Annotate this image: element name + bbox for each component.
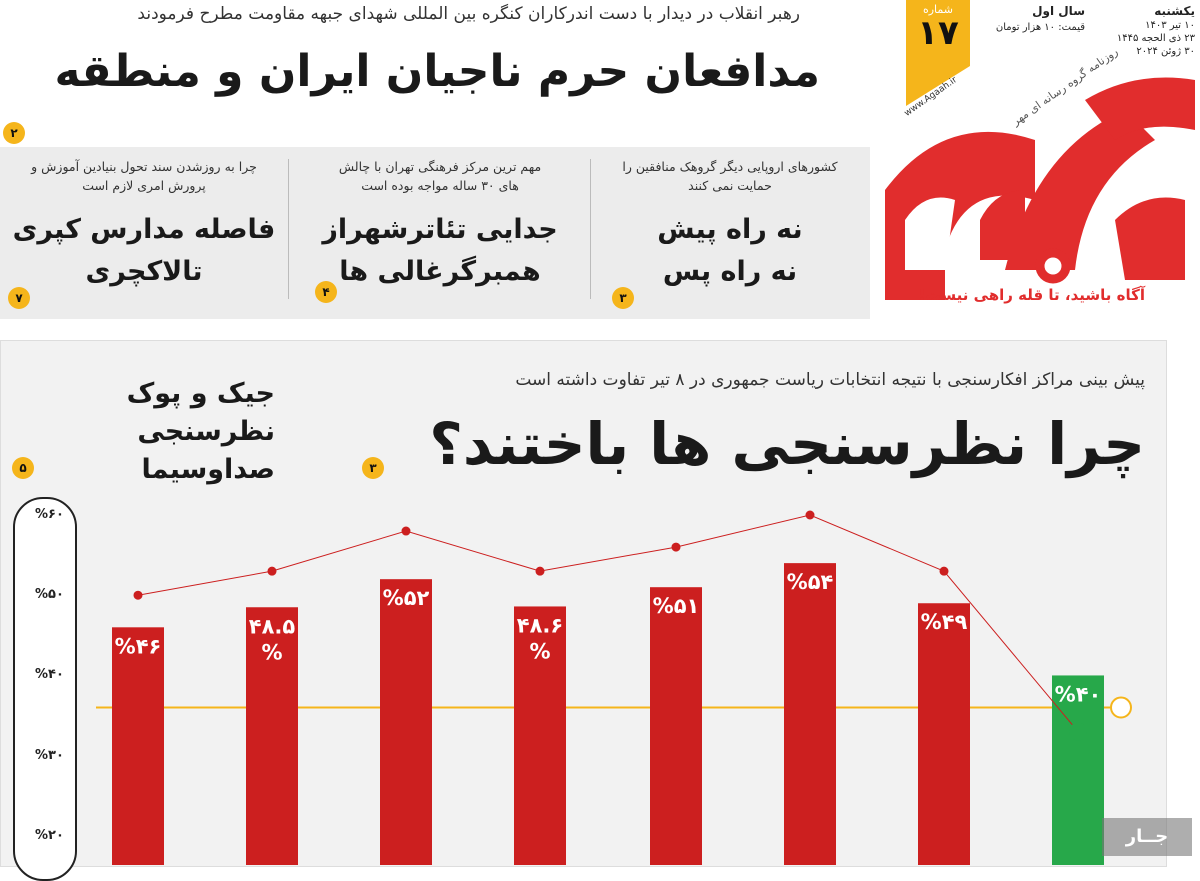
bar <box>514 606 566 865</box>
bar-chart: %۴۶ ۴۸.۵% %۵۲ ۴۸.۶% %۵۱ %۵۴ %۴۹ %۴۰ <box>96 510 1132 865</box>
bar-label: %۴۰ <box>1055 682 1102 706</box>
price: قیمت: ۱۰ هزار تومان <box>995 22 1085 33</box>
date-shamsi: ۱۰ تیر ۱۴۰۳ <box>1145 20 1195 31</box>
logo-graphic <box>885 77 1195 300</box>
teaser-2-head-line2: همبرگرغالی ها <box>339 256 541 287</box>
trend-point <box>805 510 815 520</box>
infographic-title[interactable]: چرا نظرسنجی ها باختند؟ <box>429 410 1146 478</box>
issue-number: ۱۷ <box>917 13 959 53</box>
bar-label: %۵۲ <box>383 586 430 610</box>
teaser-3-head-line2: تالاکچری <box>85 256 203 287</box>
bar-label: % <box>529 639 550 663</box>
lead-kicker: رهبر انقلاب در دیدار با دست اندرکاران کن… <box>137 4 800 24</box>
teaser-3-head-line1: فاصله مدارس کپری <box>12 214 276 245</box>
issue-day: یکشنبه <box>1154 4 1195 18</box>
teaser-3[interactable]: چرا به روزشدن سند تحول بنیادین آموزش و پ… <box>0 147 288 319</box>
y-tick-label: %۶۰ <box>35 507 64 522</box>
infographic-panel <box>0 340 1167 867</box>
issue-label: شماره <box>922 3 953 16</box>
bar-label: %۴۶ <box>115 634 162 658</box>
y-tick-label: %۵۰ <box>35 587 64 603</box>
teaser-1-sub: کشورهای اروپایی دیگر گروهک منافقین را حم… <box>622 159 838 193</box>
bar <box>246 607 298 865</box>
trend-point <box>133 590 143 600</box>
date-hijri: ۲۳ ذی الحجه ۱۴۴۵ <box>1116 33 1195 44</box>
infographic-kicker: پیش بینی مراکز افکارسنجی با نتیجه انتخاب… <box>515 370 1145 390</box>
teaser-1[interactable]: کشورهای اروپایی دیگر گروهک منافقین را حم… <box>590 147 870 319</box>
teaser-1-head-line1: نه راه پیش <box>657 214 803 245</box>
side-title-line1: جیک و پوک <box>126 378 275 409</box>
trend-point <box>1069 722 1087 741</box>
teaser-1-head-line2: نه راه پس <box>662 256 798 287</box>
teaser-divider <box>590 159 591 299</box>
infographic-title-badge: ۳ <box>362 457 384 479</box>
bar <box>650 587 702 865</box>
bar <box>918 603 970 865</box>
lead-headline[interactable]: مدافعان حرم ناجیان ایران و منطقه <box>54 46 821 97</box>
trend-point <box>535 566 545 576</box>
y-tick-label: %۳۰ <box>35 747 64 763</box>
bar-label: ۴۸.۶ <box>517 613 563 637</box>
tagline: آگاه باشید، تا قله راهی نیست! <box>918 286 1145 304</box>
teaser-strip: کشورهای اروپایی دیگر گروهک منافقین را حم… <box>0 147 870 319</box>
trend-point <box>939 566 949 576</box>
side-story-title[interactable]: جیک و پوک نظرسنجی صداوسیما <box>10 375 275 489</box>
bar <box>380 579 432 865</box>
bar <box>112 627 164 865</box>
trend-line <box>137 514 1079 732</box>
bar <box>784 563 836 865</box>
y-axis-panel <box>13 497 77 881</box>
bar-label: %۵۱ <box>653 594 700 618</box>
bar-label: ۴۸.۵ <box>249 614 296 638</box>
bar-label: % <box>261 640 282 664</box>
bar <box>1052 675 1104 865</box>
date-gregorian: ۳۰ ژوئن ۲۰۲۴ <box>1136 46 1195 57</box>
teaser-divider <box>288 159 289 299</box>
trend-point <box>671 542 681 552</box>
watermark: جــار <box>1102 818 1192 856</box>
reference-marker <box>1110 696 1132 719</box>
trend-point <box>267 566 277 576</box>
trend-point <box>401 526 411 536</box>
lead-page-badge: ۲ <box>3 122 25 144</box>
issue-box: شماره ۱۷ <box>906 0 970 66</box>
bar-label: %۴۹ <box>921 610 968 634</box>
teaser-2-page-badge: ۴ <box>315 281 337 303</box>
y-tick-label: %۲۰ <box>35 827 64 843</box>
bar-label: %۵۴ <box>787 570 834 594</box>
teaser-2[interactable]: مهم ترین مرکز فرهنگی تهران با چالش های ۳… <box>290 147 590 319</box>
side-story-badge: ۵ <box>12 457 34 479</box>
y-tick-label: %۴۰ <box>35 667 64 683</box>
teaser-3-sub: چرا به روزشدن سند تحول بنیادین آموزش و پ… <box>31 159 257 193</box>
year-label: سال اول <box>1032 4 1085 18</box>
teaser-1-page-badge: ۳ <box>612 287 634 309</box>
newspaper-logo <box>885 70 1195 315</box>
teaser-2-head-line1: جدایی تئاترشهراز <box>322 214 558 245</box>
teaser-3-page-badge: ۷ <box>8 287 30 309</box>
teaser-2-sub: مهم ترین مرکز فرهنگی تهران با چالش های ۳… <box>338 159 542 193</box>
side-title-line2: نظرسنجی صداوسیما <box>137 416 275 485</box>
